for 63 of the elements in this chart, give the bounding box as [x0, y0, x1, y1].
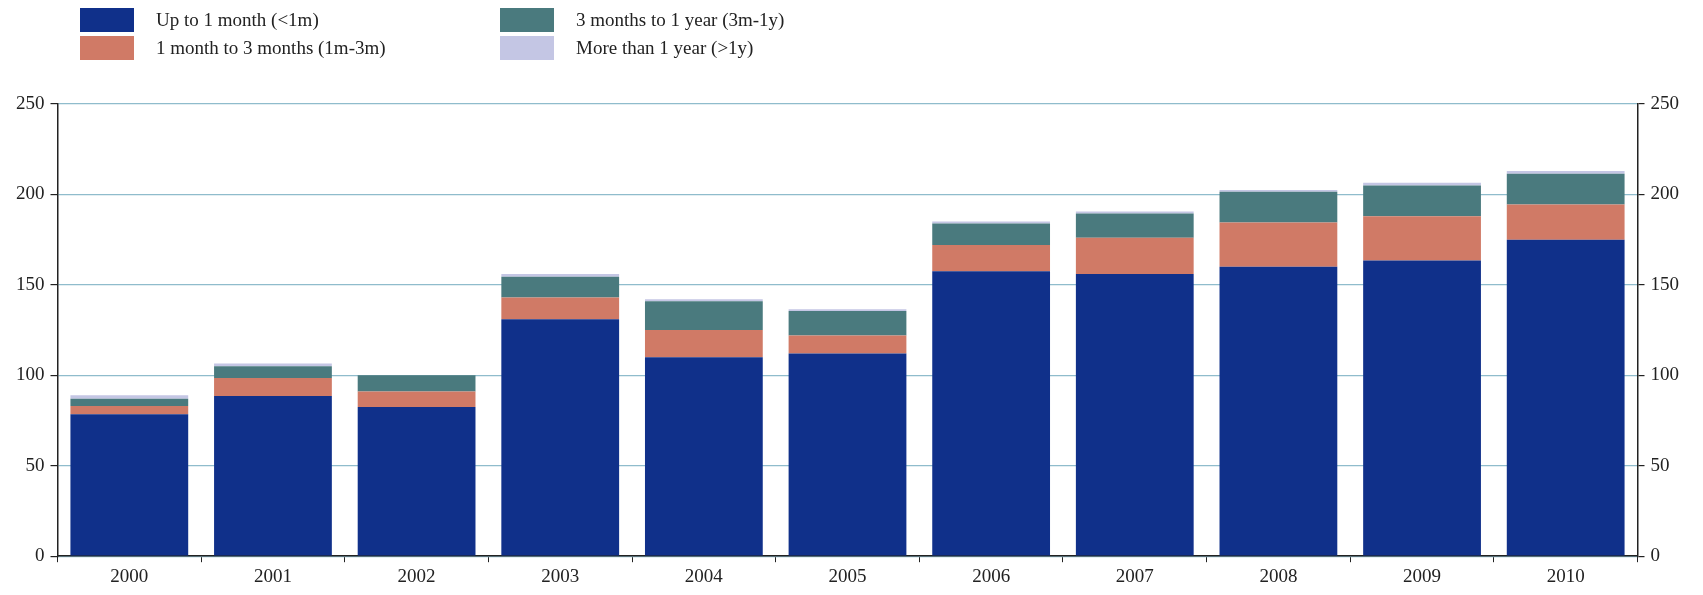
y2-tick-label: 250 [1650, 91, 1679, 113]
x-tick-label: 2006 [972, 564, 1011, 586]
bar [644, 330, 763, 358]
y2-tick-label: 100 [1650, 363, 1679, 385]
bar [1506, 239, 1625, 556]
y2-tick-label: 150 [1650, 272, 1679, 294]
y-tick-label: 200 [16, 182, 45, 204]
bar [932, 271, 1051, 556]
bar [1075, 237, 1194, 275]
bar [70, 395, 189, 399]
bar [501, 274, 620, 277]
x-tick-label: 2010 [1546, 564, 1585, 586]
y2-tick-label: 0 [1650, 544, 1660, 566]
bar [1219, 266, 1338, 556]
bar [501, 297, 620, 320]
x-tick-label: 2004 [684, 564, 724, 586]
x-tick-label: 2008 [1259, 564, 1298, 586]
bar [501, 276, 620, 298]
bar [788, 353, 907, 556]
x-tick-label: 2000 [110, 564, 149, 586]
x-tick-label: 2002 [397, 564, 436, 586]
y-tick-label: 50 [25, 453, 45, 475]
legend-label: Up to 1 month (<1m) [156, 9, 319, 31]
bar [1363, 260, 1481, 556]
bar [1219, 222, 1338, 267]
bar [1363, 216, 1481, 261]
bar [357, 375, 476, 392]
bar [70, 406, 189, 415]
y-tick-label: 250 [16, 91, 45, 113]
bar [501, 319, 620, 556]
y-tick-label: 0 [35, 544, 45, 566]
bar [1075, 274, 1194, 556]
x-tick-label: 2003 [541, 564, 580, 586]
y2-tick-label: 50 [1650, 453, 1670, 475]
x-tick-label: 2009 [1403, 564, 1442, 586]
legend-label: 3 months to 1 year (3m-1y) [576, 9, 785, 31]
bar [1219, 191, 1338, 223]
bar [70, 398, 189, 407]
bar [1506, 204, 1625, 240]
bar [1506, 173, 1625, 205]
y2-tick-label: 200 [1650, 182, 1679, 204]
bar [932, 245, 1051, 272]
bar [788, 335, 907, 354]
bar [788, 311, 907, 336]
bar [1075, 213, 1194, 238]
legend-label: 1 month to 3 months (1m-3m) [156, 37, 386, 59]
y-tick-label: 150 [16, 272, 45, 294]
bar [1506, 170, 1625, 174]
x-tick-label: 2005 [828, 564, 867, 586]
bar [357, 406, 476, 556]
x-tick-label: 2007 [1115, 564, 1154, 586]
bar [214, 366, 332, 379]
bar [357, 391, 476, 407]
bar [214, 378, 332, 397]
bar [932, 223, 1051, 246]
x-tick-label: 2001 [253, 564, 292, 586]
bar [644, 301, 763, 331]
bar [214, 396, 332, 556]
legend-label: More than 1 year (>1y) [576, 37, 754, 59]
bar [644, 357, 763, 556]
bar [70, 414, 189, 556]
y-tick-label: 100 [16, 363, 45, 385]
bar [1363, 185, 1481, 217]
